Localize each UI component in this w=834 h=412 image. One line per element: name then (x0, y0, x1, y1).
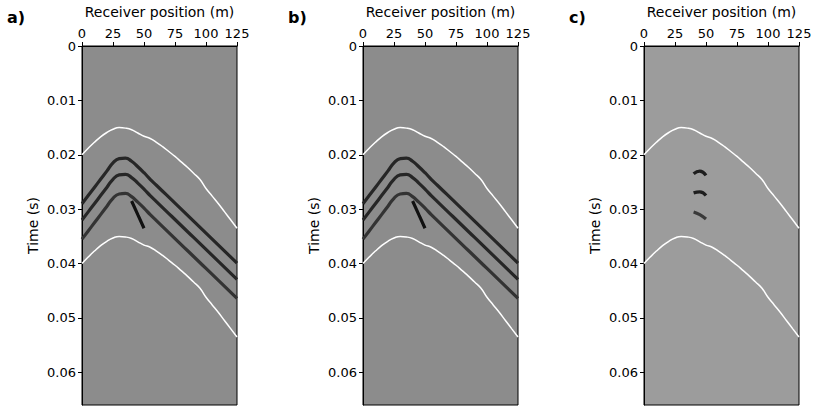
svg-text:Receiver position (m): Receiver position (m) (366, 4, 515, 20)
svg-text:0.06: 0.06 (609, 365, 638, 380)
svg-text:b): b) (288, 8, 307, 27)
svg-text:0.06: 0.06 (47, 365, 76, 380)
svg-text:100: 100 (475, 26, 500, 41)
svg-text:25: 25 (386, 26, 403, 41)
svg-text:75: 75 (167, 26, 184, 41)
svg-text:75: 75 (448, 26, 465, 41)
svg-text:0: 0 (349, 39, 357, 54)
svg-text:Time (s): Time (s) (587, 197, 603, 255)
svg-text:125: 125 (787, 26, 812, 41)
svg-text:0.05: 0.05 (609, 310, 638, 325)
svg-text:0.04: 0.04 (47, 256, 76, 271)
svg-text:0.01: 0.01 (328, 93, 357, 108)
svg-text:a): a) (7, 8, 25, 27)
svg-text:25: 25 (105, 26, 122, 41)
svg-text:0: 0 (640, 26, 648, 41)
svg-text:0.05: 0.05 (47, 310, 76, 325)
svg-text:0.01: 0.01 (47, 93, 76, 108)
svg-text:0: 0 (359, 26, 367, 41)
svg-text:0.01: 0.01 (609, 93, 638, 108)
svg-text:0: 0 (78, 26, 86, 41)
svg-text:0.04: 0.04 (609, 256, 638, 271)
svg-text:0.06: 0.06 (328, 365, 357, 380)
svg-text:50: 50 (136, 26, 153, 41)
svg-text:Receiver position (m): Receiver position (m) (85, 4, 234, 20)
svg-text:c): c) (569, 8, 586, 27)
svg-text:125: 125 (225, 26, 250, 41)
svg-text:50: 50 (417, 26, 434, 41)
svg-text:0.02: 0.02 (47, 147, 76, 162)
svg-text:100: 100 (756, 26, 781, 41)
svg-text:0.03: 0.03 (609, 202, 638, 217)
svg-text:0.02: 0.02 (328, 147, 357, 162)
svg-text:Time (s): Time (s) (25, 197, 41, 255)
svg-text:0.02: 0.02 (609, 147, 638, 162)
svg-text:0.05: 0.05 (328, 310, 357, 325)
svg-text:100: 100 (194, 26, 219, 41)
svg-text:Time (s): Time (s) (306, 197, 322, 255)
svg-text:75: 75 (729, 26, 746, 41)
svg-text:0: 0 (68, 39, 76, 54)
svg-text:0.03: 0.03 (328, 202, 357, 217)
svg-text:125: 125 (506, 26, 531, 41)
svg-text:0.03: 0.03 (47, 202, 76, 217)
svg-text:25: 25 (667, 26, 684, 41)
svg-text:0: 0 (630, 39, 638, 54)
svg-text:0.04: 0.04 (328, 256, 357, 271)
svg-text:Receiver position (m): Receiver position (m) (647, 4, 796, 20)
svg-text:50: 50 (698, 26, 715, 41)
